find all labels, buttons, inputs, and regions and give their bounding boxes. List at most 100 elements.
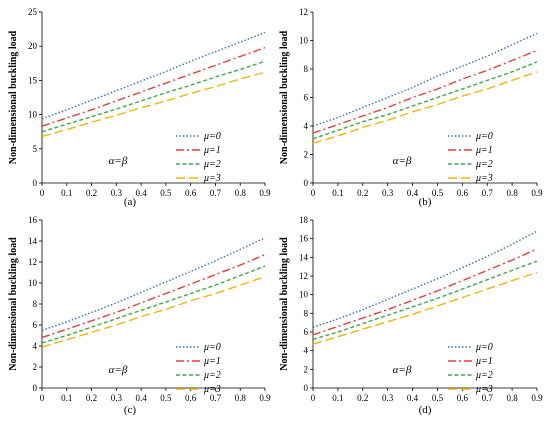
x-tick-label: 0.8 (235, 188, 247, 198)
x-tick-label: 0.3 (382, 188, 394, 198)
x-tick-label: 0.7 (210, 188, 222, 198)
y-tick-label: 15 (28, 75, 38, 85)
series-line (312, 230, 538, 328)
x-tick-label: 0.6 (457, 393, 469, 403)
y-tick-label: 10 (28, 278, 38, 288)
x-tick-label: 0.3 (111, 393, 123, 403)
x-tick-label: 0.5 (432, 393, 444, 403)
legend-entry: μ=0 (203, 342, 221, 353)
x-tick-label: 0.8 (506, 188, 518, 198)
x-tick-label: 0.4 (407, 188, 419, 198)
series-line (312, 271, 538, 345)
x-tick-label: 0.2 (357, 393, 368, 403)
series-line (41, 265, 266, 344)
annotation: α=β (109, 155, 128, 167)
series-line (312, 71, 538, 144)
x-tick-label: 0.9 (531, 188, 543, 198)
y-axis-label: Non-dimensional buckling load (279, 30, 290, 164)
y-tick-label: 10 (299, 36, 309, 46)
x-tick-label: 0.3 (382, 393, 394, 403)
x-tick-label: 0.5 (160, 393, 172, 403)
legend-entry: μ=1 (475, 145, 493, 156)
series-line (41, 254, 266, 339)
y-tick-label: 2 (304, 150, 309, 160)
legend-entry: μ=0 (475, 131, 493, 142)
y-tick-label: 20 (28, 41, 38, 51)
x-tick-label: 0.7 (482, 393, 494, 403)
y-tick-label: 10 (28, 110, 38, 120)
legend-entry: μ=2 (203, 370, 221, 381)
y-tick-label: 0 (304, 383, 309, 393)
x-tick-label: 0.7 (482, 188, 494, 198)
y-tick-label: 2 (33, 362, 38, 372)
y-axis-label: Non-dimensional buckling load (8, 30, 19, 164)
x-tick-label: 0.8 (235, 393, 247, 403)
y-tick-label: 18 (299, 215, 309, 225)
x-tick-label: 0.9 (259, 393, 271, 403)
series-line (41, 71, 266, 138)
x-tick-label: 0.4 (135, 188, 147, 198)
x-tick-label: 0.1 (61, 188, 72, 198)
y-tick-label: 6 (304, 93, 309, 103)
x-tick-label: 0.5 (432, 188, 444, 198)
y-tick-label: 14 (28, 236, 38, 246)
annotation: α=β (393, 364, 412, 376)
x-tick-label: 0.4 (407, 393, 419, 403)
legend-entry: μ=0 (203, 131, 221, 142)
legend-entry: μ=1 (203, 145, 221, 156)
y-tick-label: 4 (33, 341, 38, 351)
x-tick-label: 0.1 (332, 188, 343, 198)
panel-label: (a) (124, 196, 137, 208)
x-tick-label: 0.1 (61, 393, 72, 403)
legend-entry: μ=3 (203, 384, 221, 395)
y-tick-label: 8 (304, 308, 309, 318)
x-tick-label: 0.2 (86, 393, 97, 403)
y-tick-label: 4 (304, 346, 309, 356)
x-tick-label: 0.2 (86, 188, 97, 198)
legend-entry: μ=1 (475, 356, 493, 367)
x-tick-label: 0 (40, 393, 45, 403)
series-line (41, 46, 266, 127)
y-tick-label: 14 (299, 252, 309, 262)
x-tick-label: 0.9 (259, 188, 271, 198)
series-line (312, 32, 538, 127)
legend-entry: μ=2 (203, 159, 221, 170)
y-tick-label: 5 (33, 144, 38, 154)
y-tick-label: 16 (299, 234, 309, 244)
y-tick-label: 12 (299, 271, 308, 281)
x-tick-label: 0.5 (160, 188, 172, 198)
y-tick-label: 12 (299, 7, 308, 17)
series-line (41, 31, 266, 120)
x-tick-label: 0.6 (185, 393, 197, 403)
y-tick-label: 0 (33, 178, 38, 188)
series-line (41, 60, 266, 133)
y-tick-label: 8 (33, 299, 38, 309)
x-tick-label: 0.6 (457, 188, 469, 198)
x-tick-label: 0 (311, 393, 316, 403)
x-tick-label: 0.8 (506, 393, 518, 403)
y-tick-label: 0 (33, 383, 38, 393)
y-tick-label: 2 (304, 364, 309, 374)
series-line (312, 260, 538, 341)
x-tick-label: 0 (311, 188, 316, 198)
x-tick-label: 0.6 (185, 188, 197, 198)
annotation: α=β (109, 364, 128, 376)
x-tick-label: 0.3 (111, 188, 123, 198)
y-tick-label: 16 (28, 215, 38, 225)
y-tick-label: 4 (304, 121, 309, 131)
y-tick-label: 6 (33, 320, 38, 330)
x-tick-label: 0.7 (210, 393, 222, 403)
legend-entry: μ=2 (475, 370, 493, 381)
legend-entry: μ=1 (203, 356, 221, 367)
y-tick-label: 6 (304, 327, 309, 337)
series-line (312, 61, 538, 140)
panel-label: (b) (419, 196, 432, 208)
legend-entry: μ=3 (475, 173, 493, 184)
series-line (41, 237, 266, 331)
x-tick-label: 0.2 (357, 188, 368, 198)
y-axis-label: Non-dimensional buckling load (8, 237, 19, 371)
legend-entry: μ=3 (475, 384, 493, 395)
panel-label: (d) (419, 404, 432, 416)
y-tick-label: 8 (304, 64, 309, 74)
